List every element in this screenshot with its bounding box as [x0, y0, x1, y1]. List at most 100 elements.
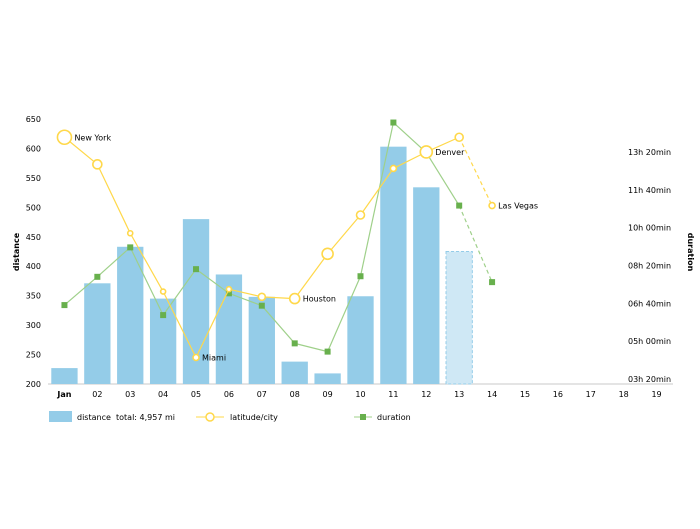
latitude-line-segment	[327, 214, 361, 255]
latitude-point	[257, 292, 267, 302]
y2-tick-label: 06h 40min	[628, 299, 671, 308]
latitude-point	[225, 285, 233, 293]
distance-bar	[380, 146, 407, 384]
legend-marker-latitude	[205, 412, 215, 422]
x-tick-label: 18	[619, 390, 629, 399]
duration-line-segment	[195, 268, 230, 294]
x-tick-label: 12	[421, 390, 431, 399]
x-tick-label: 02	[92, 390, 102, 399]
y2-tick-label: 08h 20min	[628, 262, 671, 271]
duration-point	[357, 273, 364, 280]
y-tick-label: 200	[26, 380, 41, 389]
y2-tick-label: 03h 20min	[628, 375, 671, 384]
latitude-point	[454, 132, 464, 143]
city-label: New York	[74, 133, 111, 142]
duration-line-segment	[96, 246, 131, 278]
latitude-point	[159, 288, 167, 295]
legend-label-latitude: latitude/city	[230, 413, 278, 422]
city-label: Las Vegas	[498, 202, 538, 211]
distance-bar	[413, 187, 440, 384]
y-tick-label: 350	[26, 292, 41, 301]
distance-bar	[314, 373, 341, 384]
duration-point	[127, 244, 134, 251]
y2-tick-label: 13h 20min	[628, 148, 671, 157]
y-tick-label: 650	[26, 115, 41, 124]
distance-bar	[445, 251, 473, 385]
distance-bar	[51, 368, 78, 384]
duration-line-segment	[129, 247, 164, 316]
distance-bar	[149, 298, 177, 384]
duration-point	[390, 119, 397, 126]
x-tick-label: 05	[191, 390, 201, 399]
left-axis-title: distance	[12, 232, 21, 271]
x-tick-label: 03	[125, 390, 135, 399]
legend-label-distance: distance	[77, 413, 111, 422]
city-labels: New York Miami Houston Denver Las Vegas	[74, 133, 538, 362]
latitude-line-segment	[294, 253, 329, 299]
duration-point	[61, 302, 68, 309]
distance-bar	[117, 246, 144, 384]
latitude-point	[288, 292, 301, 305]
latitude-series	[56, 129, 496, 362]
x-tick-label: 13	[454, 390, 464, 399]
duration-point	[291, 340, 298, 347]
legend-swatch-distance	[49, 411, 72, 422]
y-tick-label: 500	[26, 203, 41, 212]
legend: distance total: 4,957 mi latitude/city d…	[49, 411, 411, 422]
x-tick-label: 16	[553, 390, 563, 399]
legend-marker-duration	[360, 414, 366, 420]
y2-tick-label: 05h 00min	[628, 337, 671, 346]
duration-point	[456, 202, 463, 209]
y-tick-label: 250	[26, 351, 41, 360]
duration-line-segment	[162, 268, 197, 316]
x-tick-label: 08	[290, 390, 300, 399]
duration-line-segment	[294, 342, 328, 353]
duration-point	[94, 273, 101, 280]
latitude-line-segment	[96, 164, 131, 234]
duration-point	[160, 312, 167, 319]
latitude-line-segment	[360, 168, 394, 216]
legend-item-distance[interactable]: distance total: 4,957 mi	[49, 411, 175, 422]
latitude-line-segment	[228, 288, 262, 298]
duration-line-segment	[64, 276, 98, 306]
distance-bar	[84, 283, 111, 384]
duration-line-segment	[392, 122, 427, 154]
distance-bar	[248, 296, 275, 384]
duration-point	[225, 290, 232, 297]
latitude-point	[419, 145, 434, 159]
latitude-line-segment	[162, 291, 197, 358]
y2-tick-label: 11h 40min	[628, 186, 671, 195]
x-tick-label: 14	[487, 390, 497, 399]
legend-item-latitude[interactable]: latitude/city	[196, 412, 278, 422]
latitude-point	[488, 201, 496, 210]
x-tick-label: 15	[520, 390, 530, 399]
legend-label-duration: duration	[377, 413, 411, 422]
y-tick-label: 400	[26, 262, 41, 271]
legend-total-distance: total: 4,957 mi	[116, 413, 175, 422]
city-label: Miami	[202, 354, 226, 363]
distance-bar	[347, 296, 374, 384]
tick-labels: 200 250 300 350 400 450 500 550 600 650 03h 20min 0…	[26, 115, 671, 399]
x-tick-label: 19	[651, 390, 661, 399]
latitude-line-segment	[129, 232, 164, 292]
x-tick-label: 07	[257, 390, 267, 399]
x-tick-label: 10	[355, 390, 365, 399]
x-tick-label: 04	[158, 390, 168, 399]
duration-line-segment	[228, 292, 263, 307]
duration-line-segment	[425, 152, 460, 206]
latitude-line-segment	[195, 288, 230, 358]
city-label: Denver	[435, 148, 465, 157]
latitude-point	[92, 159, 103, 170]
latitude-point	[321, 247, 334, 261]
y-tick-label: 550	[26, 174, 41, 183]
latitude-point	[56, 129, 73, 146]
duration-line-segment	[359, 122, 394, 277]
legend-item-duration[interactable]: duration	[354, 413, 411, 422]
x-tick-label: 09	[323, 390, 333, 399]
duration-point	[324, 348, 331, 355]
latitude-point	[192, 353, 200, 362]
y-tick-label: 450	[26, 233, 41, 242]
latitude-point	[389, 164, 398, 173]
